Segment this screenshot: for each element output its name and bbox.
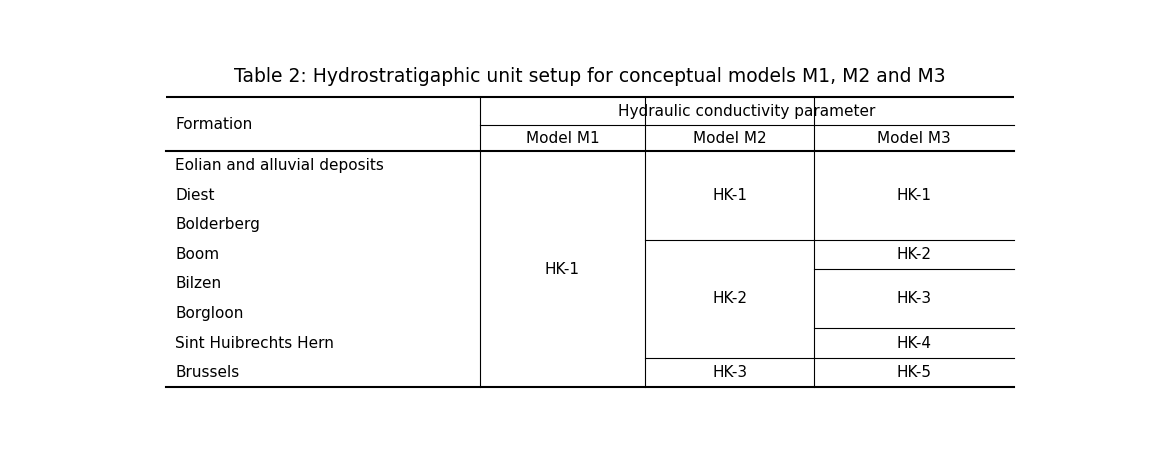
- Text: HK-3: HK-3: [712, 365, 747, 380]
- Text: Bolderberg: Bolderberg: [175, 217, 260, 232]
- Text: Formation: Formation: [175, 117, 252, 132]
- Text: Brussels: Brussels: [175, 365, 239, 380]
- Text: Borgloon: Borgloon: [175, 306, 244, 321]
- Text: HK-2: HK-2: [897, 247, 931, 262]
- Text: HK-4: HK-4: [897, 336, 931, 351]
- Text: HK-1: HK-1: [544, 262, 580, 277]
- Text: Model M3: Model M3: [877, 130, 951, 145]
- Text: HK-1: HK-1: [712, 188, 747, 203]
- Text: Diest: Diest: [175, 188, 214, 203]
- Text: Model M1: Model M1: [526, 130, 600, 145]
- Text: HK-3: HK-3: [897, 291, 931, 306]
- Text: Boom: Boom: [175, 247, 219, 262]
- Text: Eolian and alluvial deposits: Eolian and alluvial deposits: [175, 158, 384, 173]
- Text: Bilzen: Bilzen: [175, 276, 221, 292]
- Text: Hydraulic conductivity parameter: Hydraulic conductivity parameter: [618, 104, 876, 119]
- Text: HK-5: HK-5: [897, 365, 931, 380]
- Text: HK-2: HK-2: [712, 291, 747, 306]
- Text: Model M2: Model M2: [693, 130, 767, 145]
- Text: HK-1: HK-1: [897, 188, 931, 203]
- Text: Sint Huibrechts Hern: Sint Huibrechts Hern: [175, 336, 334, 351]
- Text: Table 2: Hydrostratigaphic unit setup for conceptual models M1, M2 and M3: Table 2: Hydrostratigaphic unit setup fo…: [234, 67, 946, 86]
